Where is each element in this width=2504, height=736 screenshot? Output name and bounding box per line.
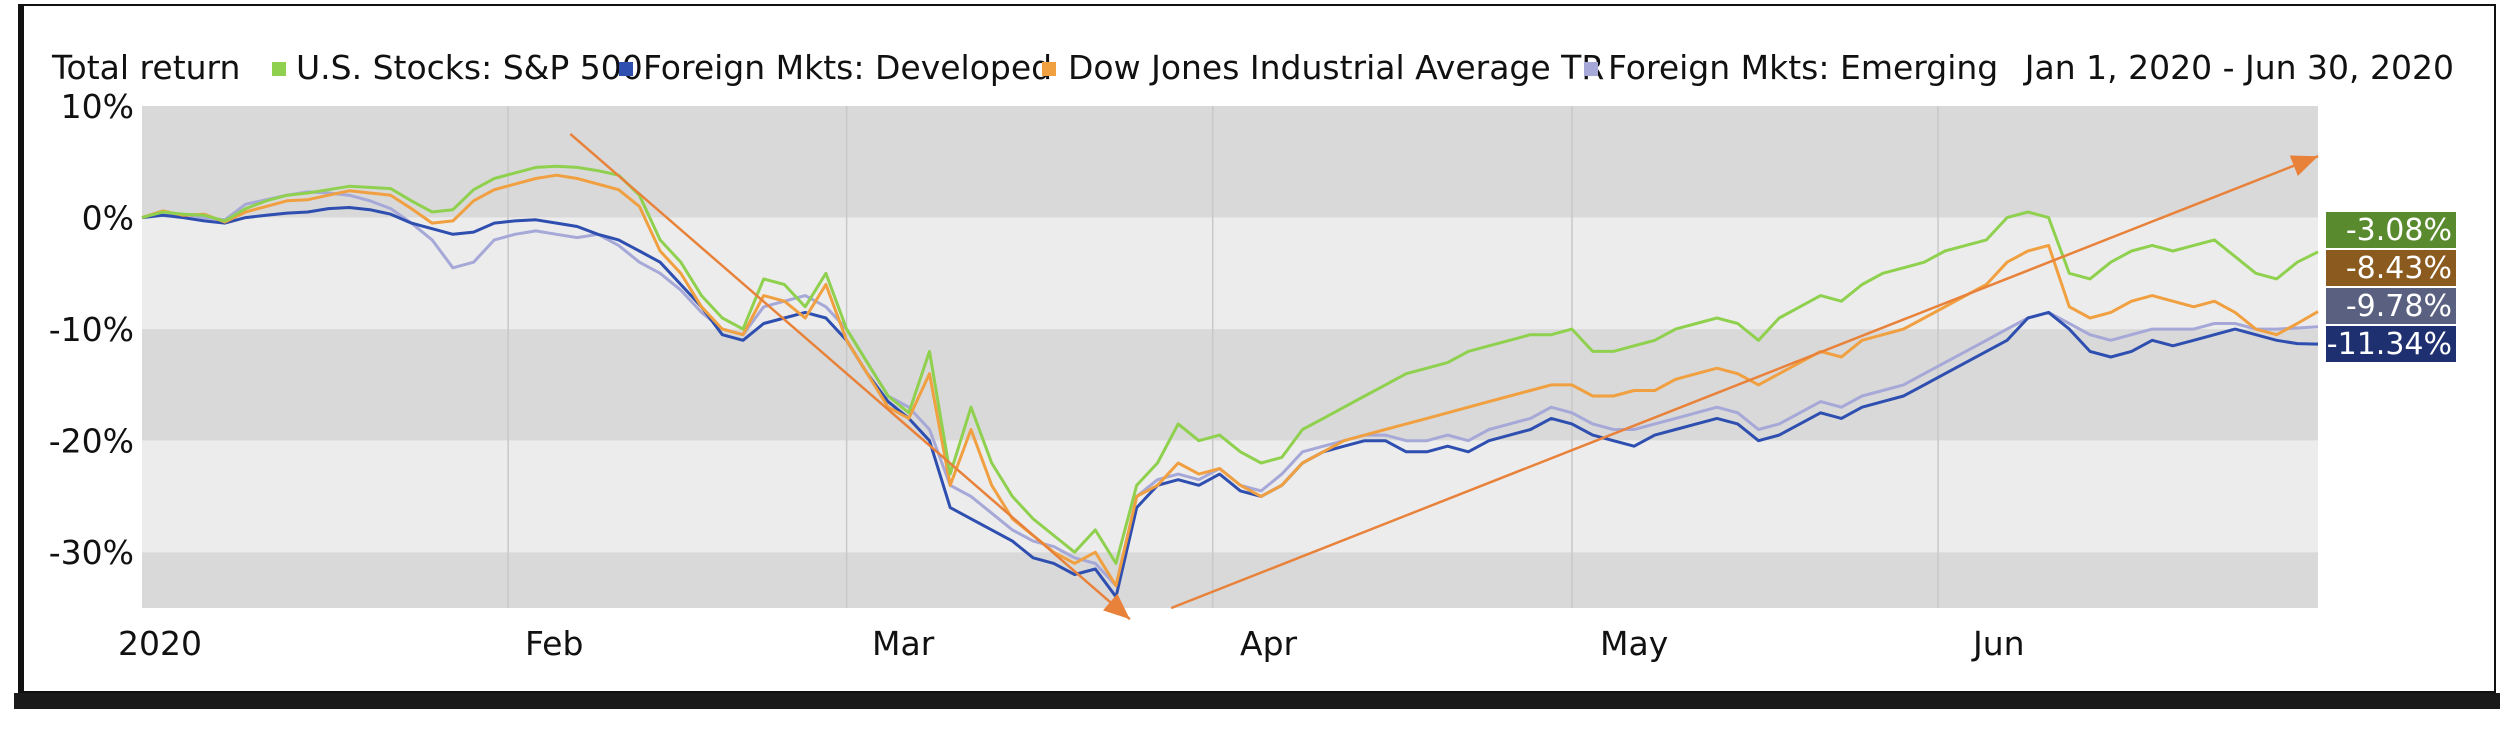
x-tick-label: Jun xyxy=(1971,624,2025,663)
legend-label-emerging: Foreign Mkts: Emerging xyxy=(1608,48,1998,87)
end-label-emerging: -9.78% xyxy=(2346,289,2452,324)
y-tick-label: 0% xyxy=(82,199,134,238)
chart-title: Total return xyxy=(51,48,240,87)
legend-label-djia: Dow Jones Industrial Average TR xyxy=(1068,48,1604,87)
sp500-line xyxy=(141,164,2319,565)
legend-swatch-sp500 xyxy=(272,62,286,76)
band-3 xyxy=(142,440,2318,553)
trend-arrow-0 xyxy=(569,132,1131,621)
developed-line xyxy=(141,206,2319,599)
vertical-gridlines xyxy=(507,106,1939,608)
background-bands xyxy=(142,106,2318,608)
trend-arrows xyxy=(569,132,2319,621)
y-tick-label: -30% xyxy=(49,533,134,572)
end-label-emerging-box xyxy=(2326,288,2456,324)
x-tick-label: 2020 xyxy=(118,624,202,663)
y-axis-labels: 10% 0% -10% -20% -30% xyxy=(49,87,134,572)
legend-swatch-developed xyxy=(619,62,633,76)
y-tick-label: -20% xyxy=(49,422,134,461)
end-label-djia: -8.43% xyxy=(2346,251,2452,286)
end-label-sp500-box xyxy=(2326,212,2456,248)
djia-line xyxy=(141,173,2319,588)
date-range: Jan 1, 2020 - Jun 30, 2020 xyxy=(2023,48,2454,87)
band-4 xyxy=(142,552,2318,608)
x-axis-labels: 2020 Feb Mar Apr May Jun xyxy=(118,624,2025,663)
band-2 xyxy=(142,329,2318,441)
end-label-developed: -11.34% xyxy=(2327,327,2452,362)
series-lines xyxy=(141,164,2319,599)
band-0 xyxy=(142,106,2318,218)
end-label-developed-box xyxy=(2326,326,2456,362)
trend-arrowhead-0 xyxy=(1102,593,1130,620)
legend-label-developed: Foreign Mkts: Developed xyxy=(643,48,1052,87)
legend-swatch-emerging xyxy=(1584,62,1598,76)
y-tick-label: -10% xyxy=(49,310,134,349)
legend-label-sp500: U.S. Stocks: S&P 500 xyxy=(296,48,643,87)
trend-arrow-1 xyxy=(1170,155,2319,610)
x-tick-label: Mar xyxy=(872,624,935,663)
end-value-labels: -3.08%-8.43%-9.78%-11.34% xyxy=(2326,212,2456,362)
trend-arrowhead-1 xyxy=(2289,155,2318,176)
end-label-sp500: -3.08% xyxy=(2346,213,2452,248)
x-tick-label: Feb xyxy=(525,624,583,663)
x-tick-label: May xyxy=(1600,624,1668,663)
end-label-djia-box xyxy=(2326,250,2456,286)
x-tick-label: Apr xyxy=(1240,624,1298,663)
frame-shadow xyxy=(14,693,2500,709)
legend: U.S. Stocks: S&P 500 Foreign Mkts: Devel… xyxy=(272,48,1998,87)
y-tick-label: 10% xyxy=(61,87,134,126)
legend-swatch-djia xyxy=(1042,62,1056,76)
